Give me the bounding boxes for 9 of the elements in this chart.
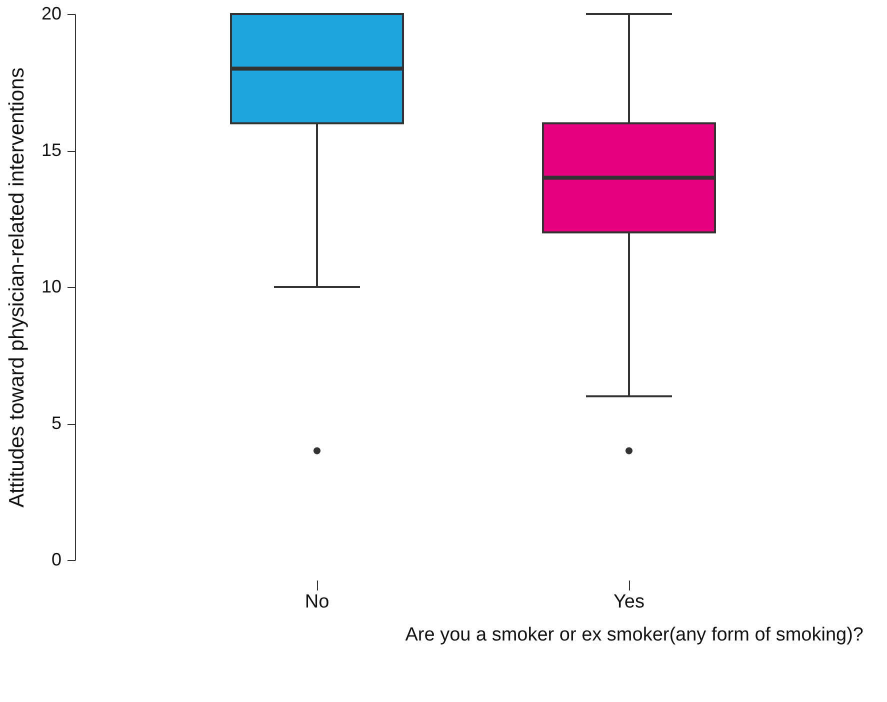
x-tick-label: Yes [614, 592, 644, 612]
y-tick-label: 15 [41, 140, 62, 160]
y-tick-label: 20 [41, 4, 62, 24]
y-tick-label: 5 [51, 413, 62, 433]
x-axis-title: Are you a smoker or ex smoker(any form of smoking)? [405, 624, 864, 646]
y-axis-title: Attitudes toward physician-related interventions [5, 67, 28, 508]
y-tick-label: 10 [41, 276, 62, 296]
y-tick-label: 0 [51, 550, 62, 570]
x-tick-label: No [304, 592, 330, 612]
